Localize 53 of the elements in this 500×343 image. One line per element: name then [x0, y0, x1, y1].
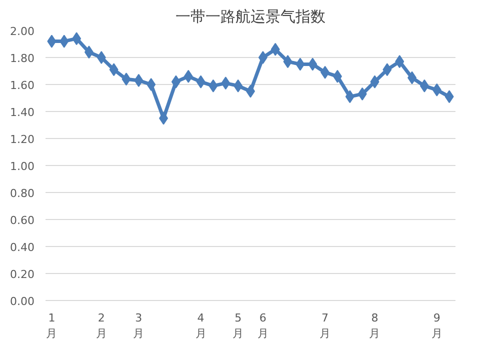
point	[370, 75, 380, 88]
point	[184, 70, 193, 83]
point	[258, 51, 268, 64]
point	[420, 79, 429, 92]
y-tick-label: 0.00	[10, 295, 35, 308]
point	[221, 76, 230, 90]
x-tick-label: 9 月	[431, 312, 442, 340]
point	[171, 75, 180, 88]
x-tick-label: 7 月	[320, 312, 331, 340]
point	[96, 51, 106, 64]
point	[444, 90, 454, 104]
y-tick-label: 1.60	[10, 79, 35, 92]
x-tick-label: 3 月	[133, 312, 144, 340]
x-tick-label: 5 月	[232, 312, 244, 340]
point	[382, 63, 392, 76]
point	[134, 74, 144, 87]
point	[159, 112, 168, 125]
point	[270, 42, 280, 56]
point	[296, 58, 305, 71]
point	[208, 79, 218, 92]
x-tick-label: 6 月	[257, 312, 268, 340]
point	[308, 58, 318, 71]
point	[47, 34, 56, 48]
y-tick-label: 0.60	[10, 214, 35, 227]
point	[84, 46, 94, 59]
point	[196, 75, 206, 88]
x-tick-label: 1 月	[46, 312, 58, 340]
y-tick-label: 0.20	[10, 268, 35, 281]
x-tick-label: 4 月	[195, 312, 206, 340]
y-tick-label: 0.80	[10, 187, 35, 200]
point	[358, 87, 367, 100]
x-tick-label: 8 月	[369, 312, 380, 340]
point	[60, 34, 69, 48]
point	[332, 70, 342, 83]
point	[395, 55, 404, 68]
point	[109, 63, 118, 76]
point	[320, 66, 330, 79]
y-tick-label: 1.40	[10, 106, 35, 119]
point	[283, 55, 292, 68]
point	[432, 83, 442, 96]
y-tick-label: 1.80	[10, 52, 35, 65]
point	[72, 32, 82, 46]
point	[345, 90, 354, 104]
point	[408, 71, 417, 84]
y-tick-label: 1.20	[10, 133, 35, 146]
point	[234, 79, 243, 92]
chart-title: 一带一路航运景气指数	[176, 8, 326, 26]
x-tick-label: 2 月	[96, 312, 107, 340]
y-tick-label: 0.40	[10, 241, 35, 254]
point	[146, 78, 156, 91]
y-tick-label: 1.00	[10, 160, 35, 173]
point	[122, 72, 131, 86]
y-tick-label: 2.00	[10, 25, 35, 38]
